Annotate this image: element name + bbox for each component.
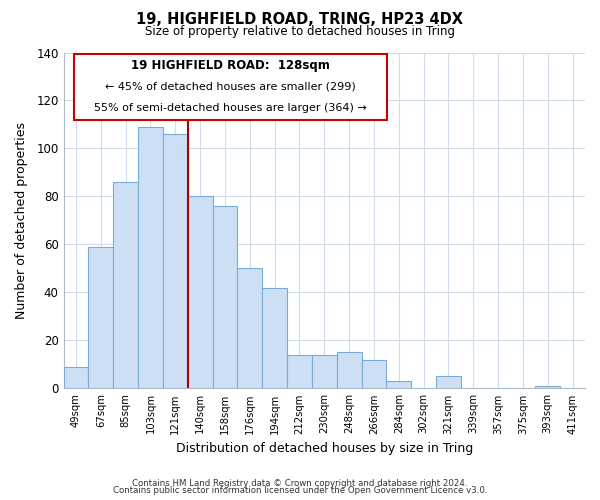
Bar xyxy=(64,367,88,388)
Bar xyxy=(337,352,362,388)
Bar xyxy=(436,376,461,388)
Bar xyxy=(386,381,411,388)
Bar xyxy=(238,268,262,388)
Text: Contains HM Land Registry data © Crown copyright and database right 2024.: Contains HM Land Registry data © Crown c… xyxy=(132,478,468,488)
Text: Contains public sector information licensed under the Open Government Licence v3: Contains public sector information licen… xyxy=(113,486,487,495)
Bar xyxy=(262,288,287,388)
Bar xyxy=(287,355,312,388)
Bar xyxy=(362,360,386,388)
Text: 19 HIGHFIELD ROAD:  128sqm: 19 HIGHFIELD ROAD: 128sqm xyxy=(131,60,330,72)
Text: ← 45% of detached houses are smaller (299): ← 45% of detached houses are smaller (29… xyxy=(105,82,356,92)
Text: 55% of semi-detached houses are larger (364) →: 55% of semi-detached houses are larger (… xyxy=(94,103,367,113)
Bar xyxy=(88,247,113,388)
Bar xyxy=(138,127,163,388)
Bar xyxy=(163,134,188,388)
Text: Size of property relative to detached houses in Tring: Size of property relative to detached ho… xyxy=(145,25,455,38)
Bar xyxy=(212,206,238,388)
Bar xyxy=(312,355,337,388)
Y-axis label: Number of detached properties: Number of detached properties xyxy=(15,122,28,319)
X-axis label: Distribution of detached houses by size in Tring: Distribution of detached houses by size … xyxy=(176,442,473,455)
Bar xyxy=(113,182,138,388)
FancyBboxPatch shape xyxy=(74,54,387,120)
Bar xyxy=(188,196,212,388)
Bar xyxy=(535,386,560,388)
Text: 19, HIGHFIELD ROAD, TRING, HP23 4DX: 19, HIGHFIELD ROAD, TRING, HP23 4DX xyxy=(137,12,464,28)
